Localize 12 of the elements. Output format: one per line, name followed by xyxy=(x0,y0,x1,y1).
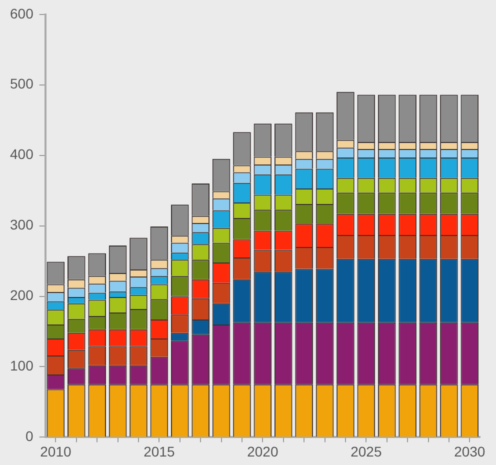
y-tick-label: 300 xyxy=(10,216,34,233)
y-tick-label: 500 xyxy=(10,76,34,92)
y-tick-label: 600 xyxy=(10,5,34,22)
y-tick-label: 200 xyxy=(10,287,34,304)
y-tick-label: 400 xyxy=(10,146,34,162)
x-tick-label: 2010 xyxy=(40,443,72,460)
x-tick-label: 2025 xyxy=(350,443,382,460)
x-tick-label: 2020 xyxy=(247,443,278,460)
y-tick-label: 100 xyxy=(10,358,34,374)
x-tick-label: 2015 xyxy=(144,443,175,460)
y-tick-label: 0 xyxy=(26,428,34,444)
x-tick-label: 2030 xyxy=(454,443,486,460)
